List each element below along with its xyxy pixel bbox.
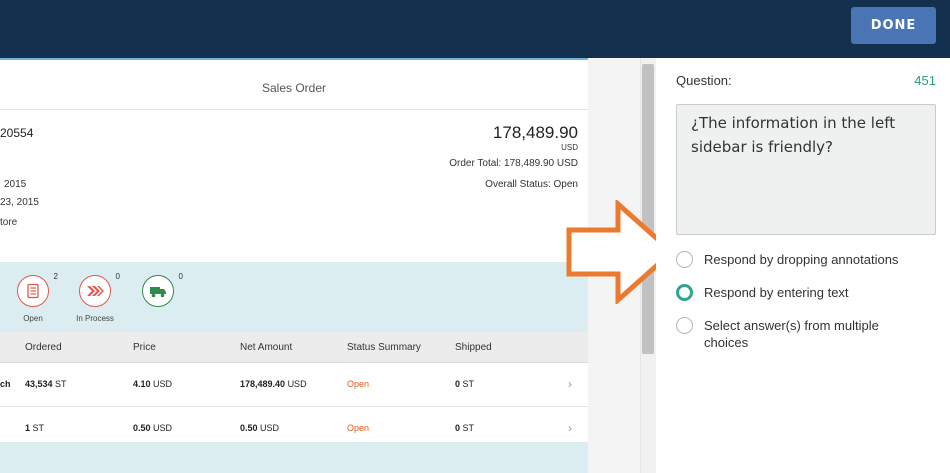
option-label: Respond by entering text	[704, 285, 849, 300]
scrollbar-thumb[interactable]	[642, 64, 654, 354]
order-total-currency: USD	[561, 143, 578, 152]
chevron-right-icon[interactable]: ›	[568, 377, 572, 391]
process-label: In Process	[76, 314, 114, 323]
process-shipping[interactable]: 0	[141, 272, 183, 307]
chevrons-icon	[79, 275, 111, 307]
arrow-right-icon	[566, 200, 676, 304]
question-text: ¿The information in the left sidebar is …	[676, 104, 936, 235]
radio-button[interactable]	[676, 251, 693, 268]
top-bar: DONE	[0, 0, 950, 58]
app-preview: Sales Order 20554 178,489.90 USD Order T…	[0, 58, 640, 473]
info-line: tore	[0, 217, 18, 228]
items-table-header: Ordered Price Net Amount Status Summary …	[0, 332, 588, 363]
cell-ordered: 43,534 ST	[25, 379, 67, 389]
cell-status: Open	[347, 423, 370, 433]
option-enter-text[interactable]: Respond by entering text	[676, 284, 924, 301]
radio-button-selected[interactable]	[676, 284, 693, 301]
truck-icon	[142, 275, 174, 307]
cell-shipped: 0 ST	[455, 379, 475, 389]
process-label: Open	[23, 314, 43, 323]
process-in-process[interactable]: 0 In Process	[76, 272, 120, 323]
column-header-net-amount: Net Amount	[240, 342, 293, 353]
radio-button[interactable]	[676, 317, 693, 334]
checklist-icon	[17, 275, 49, 307]
process-count: 0	[115, 272, 120, 281]
table-footer-band	[0, 442, 588, 473]
option-label: Respond by dropping annotations	[704, 252, 899, 267]
row-prefix: ch	[0, 379, 11, 389]
table-row[interactable]: ch 43,534 ST 4.10 USD 178,489.40 USD Ope…	[0, 363, 588, 407]
cell-net-amount: 0.50 USD	[240, 423, 280, 433]
sales-order-card: Sales Order 20554 178,489.90 USD Order T…	[0, 58, 588, 473]
cell-ordered: 1 ST	[25, 423, 45, 433]
question-panel: Question: 451 ¿The information in the le…	[656, 58, 950, 473]
cell-price: 0.50 USD	[133, 423, 173, 433]
question-number: 451	[914, 73, 936, 88]
info-line: 23, 2015	[0, 197, 39, 208]
order-total-amount: 178,489.90	[492, 123, 578, 142]
column-header-price: Price	[133, 342, 156, 353]
process-count: 2	[53, 272, 58, 281]
process-status-band: 2 Open 0 In Process 0	[0, 262, 588, 332]
column-header-status-summary: Status Summary	[347, 342, 421, 353]
order-total-line: Order Total: 178,489.90 USD	[449, 158, 578, 169]
sales-order-title: Sales Order	[0, 60, 588, 110]
cell-shipped: 0 ST	[455, 423, 475, 433]
cell-net-amount: 178,489.40 USD	[240, 379, 307, 389]
cell-price: 4.10 USD	[133, 379, 173, 389]
overall-status: Overall Status: Open	[485, 179, 578, 190]
option-drop-annotations[interactable]: Respond by dropping annotations	[676, 251, 924, 268]
question-label: Question:	[676, 73, 732, 88]
process-count: 0	[178, 272, 183, 281]
option-multiple-choices[interactable]: Select answer(s) from multiple choices	[676, 317, 924, 351]
done-button[interactable]: DONE	[851, 7, 936, 44]
chevron-right-icon[interactable]: ›	[568, 421, 572, 435]
info-line: 2015	[4, 179, 27, 190]
column-header-ordered: Ordered	[25, 342, 62, 353]
column-header-shipped: Shipped	[455, 342, 492, 353]
option-label: Select answer(s) from multiple choices	[704, 318, 879, 350]
process-open[interactable]: 2 Open	[16, 272, 58, 323]
cell-status: Open	[347, 379, 370, 389]
order-number: 20554	[0, 126, 34, 140]
